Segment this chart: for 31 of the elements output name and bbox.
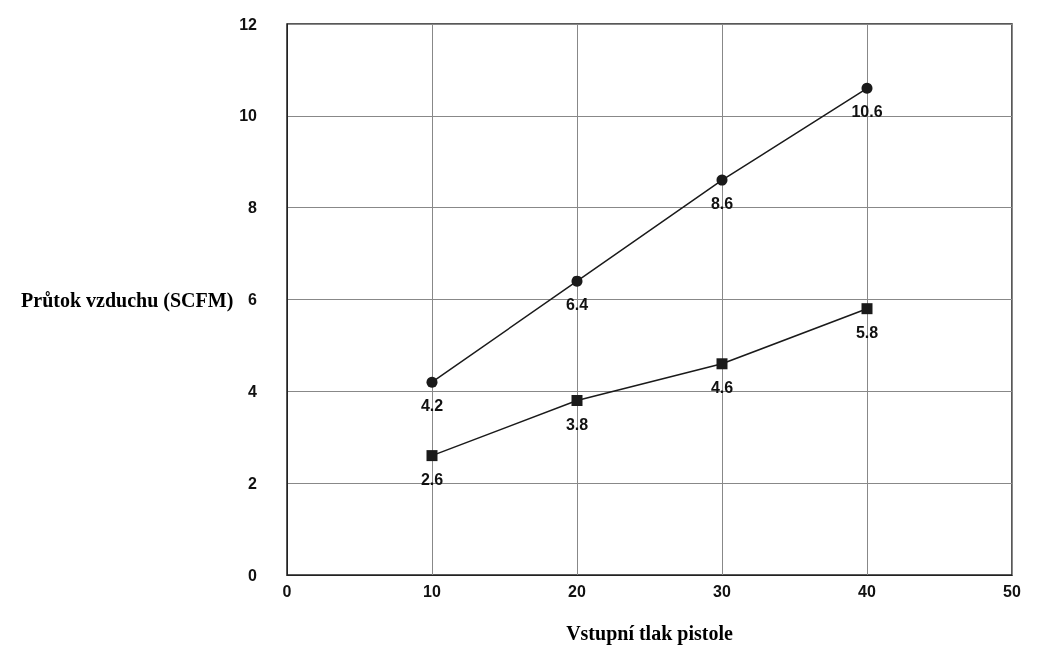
x-tick-label: 40 — [858, 582, 876, 600]
y-tick-label: 0 — [248, 566, 258, 584]
data-label: 2.6 — [420, 470, 444, 488]
point — [861, 82, 873, 94]
x-tick-label: 20 — [568, 582, 586, 600]
y-tick-label: 8 — [248, 199, 258, 217]
point — [861, 303, 873, 315]
x-tick-label: 0 — [282, 582, 292, 600]
y-tick-label: 10 — [239, 107, 258, 125]
data-label: 5.8 — [855, 323, 879, 341]
x-tick-label: 30 — [713, 582, 731, 600]
x-tick-label: 50 — [1003, 582, 1021, 600]
point — [571, 275, 583, 287]
y-tick-label: 6 — [248, 291, 258, 308]
data-label: 8.6 — [710, 195, 734, 213]
data-label: 10.6 — [851, 103, 883, 121]
x-axis-title: Vstupní tlak pistole — [566, 622, 733, 645]
point — [716, 358, 728, 370]
y-axis-title: Průtok vzduchu (SCFM) — [21, 288, 234, 312]
point — [426, 450, 438, 462]
data-label: 4.2 — [420, 397, 444, 415]
point — [716, 174, 728, 186]
y-tick-label: 12 — [239, 15, 258, 33]
data-label: 6.4 — [565, 296, 589, 314]
x-tick-label: 10 — [423, 582, 441, 600]
point — [426, 376, 438, 388]
data-label: 4.6 — [710, 378, 734, 396]
data-label: 3.8 — [565, 415, 589, 433]
point — [571, 395, 583, 407]
y-tick-label: 4 — [248, 382, 258, 400]
y-tick-label: 2 — [248, 474, 258, 492]
